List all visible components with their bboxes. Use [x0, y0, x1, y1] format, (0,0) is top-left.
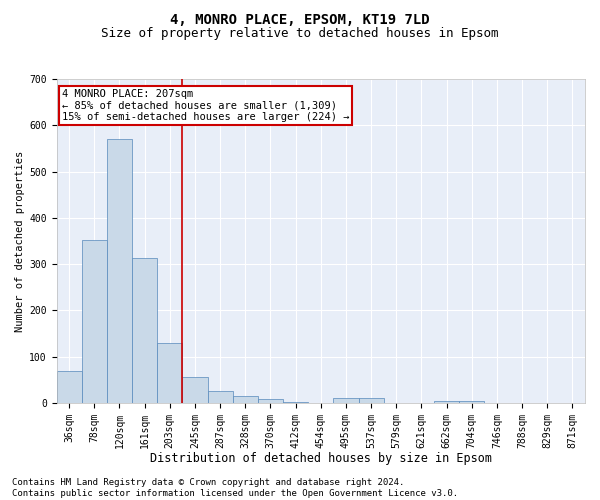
Bar: [459, 400, 484, 403]
Text: 4, MONRO PLACE, EPSOM, KT19 7LD: 4, MONRO PLACE, EPSOM, KT19 7LD: [170, 12, 430, 26]
Bar: [182, 377, 208, 403]
Bar: [157, 342, 182, 403]
Text: 4 MONRO PLACE: 207sqm
← 85% of detached houses are smaller (1,309)
15% of semi-d: 4 MONRO PLACE: 207sqm ← 85% of detached …: [62, 88, 349, 122]
Bar: [82, 240, 107, 403]
Bar: [283, 402, 308, 403]
Bar: [233, 396, 258, 403]
Bar: [434, 400, 459, 403]
Text: Contains HM Land Registry data © Crown copyright and database right 2024.
Contai: Contains HM Land Registry data © Crown c…: [12, 478, 458, 498]
Bar: [107, 138, 132, 403]
Bar: [334, 398, 359, 403]
Bar: [132, 258, 157, 403]
Y-axis label: Number of detached properties: Number of detached properties: [15, 150, 25, 332]
Bar: [359, 398, 383, 403]
Bar: [56, 372, 82, 403]
Text: Size of property relative to detached houses in Epsom: Size of property relative to detached ho…: [101, 28, 499, 40]
Bar: [258, 399, 283, 403]
Bar: [208, 391, 233, 403]
X-axis label: Distribution of detached houses by size in Epsom: Distribution of detached houses by size …: [150, 452, 492, 465]
